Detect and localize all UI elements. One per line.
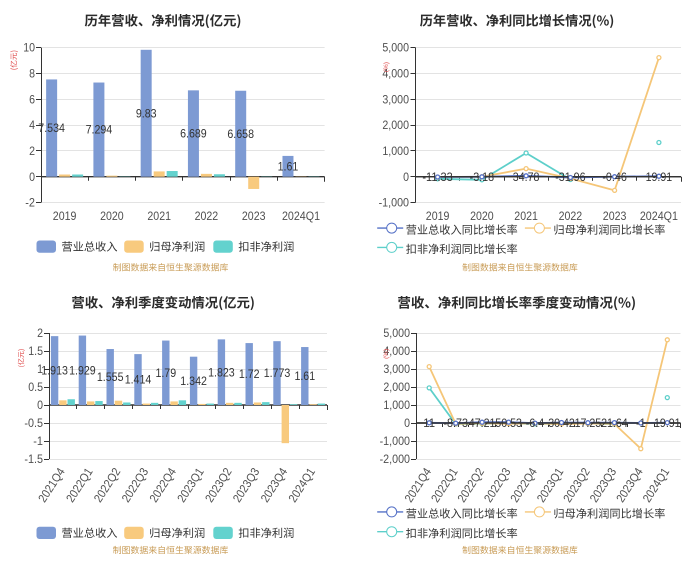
svg-text:-0.46: -0.46 bbox=[602, 170, 627, 184]
svg-text:1.61: 1.61 bbox=[294, 369, 315, 383]
svg-text:-1,000: -1,000 bbox=[380, 434, 411, 448]
svg-text:11: 11 bbox=[423, 416, 435, 430]
svg-text:3,000: 3,000 bbox=[382, 92, 409, 106]
svg-text:-1,000: -1,000 bbox=[379, 196, 410, 210]
svg-text:6.689: 6.689 bbox=[180, 127, 207, 141]
svg-text:-8.73: -8.73 bbox=[443, 416, 468, 430]
svg-text:-11.33: -11.33 bbox=[422, 170, 453, 184]
svg-text:1.913: 1.913 bbox=[41, 364, 68, 378]
svg-text:1,000: 1,000 bbox=[382, 144, 409, 158]
svg-text:2024Q1: 2024Q1 bbox=[640, 209, 678, 223]
svg-text:2: 2 bbox=[37, 326, 43, 340]
svg-text:1.773: 1.773 bbox=[264, 366, 291, 380]
svg-text:1.929: 1.929 bbox=[69, 363, 96, 377]
svg-text:1.79: 1.79 bbox=[155, 366, 176, 380]
svg-text:-2,000: -2,000 bbox=[380, 452, 411, 466]
svg-text:9.83: 9.83 bbox=[136, 106, 157, 120]
svg-text:2024Q1: 2024Q1 bbox=[282, 209, 320, 223]
svg-text:2,000: 2,000 bbox=[382, 118, 409, 132]
svg-text:4,000: 4,000 bbox=[383, 344, 410, 358]
svg-text:6.658: 6.658 bbox=[227, 127, 254, 141]
svg-text:-6.4: -6.4 bbox=[526, 416, 545, 430]
svg-text:4: 4 bbox=[29, 118, 35, 132]
svg-text:17.25: 17.25 bbox=[575, 416, 602, 430]
svg-text:0: 0 bbox=[37, 398, 43, 412]
svg-text:(%): (%) bbox=[383, 62, 390, 72]
svg-text:5,000: 5,000 bbox=[382, 41, 409, 55]
svg-text:2,000: 2,000 bbox=[383, 380, 410, 394]
svg-text:8: 8 bbox=[29, 67, 35, 81]
svg-text:-0.5: -0.5 bbox=[24, 416, 43, 430]
svg-text:1.5: 1.5 bbox=[28, 344, 43, 358]
svg-text:1.555: 1.555 bbox=[97, 370, 124, 384]
svg-text:1,000: 1,000 bbox=[383, 398, 410, 412]
svg-text:-2: -2 bbox=[25, 196, 35, 210]
svg-text:2020: 2020 bbox=[100, 209, 124, 223]
svg-text:30.42: 30.42 bbox=[548, 416, 575, 430]
svg-text:21.64: 21.64 bbox=[601, 416, 628, 430]
svg-text:-1: -1 bbox=[33, 434, 43, 448]
svg-text:2021: 2021 bbox=[147, 209, 171, 223]
svg-text:-3.18: -3.18 bbox=[470, 170, 495, 184]
svg-text:0: 0 bbox=[29, 170, 35, 184]
svg-text:0: 0 bbox=[404, 416, 410, 430]
svg-text:1: 1 bbox=[37, 362, 43, 376]
svg-text:6: 6 bbox=[29, 92, 35, 106]
svg-text:2022: 2022 bbox=[195, 209, 219, 223]
svg-text:-31.96: -31.96 bbox=[555, 170, 586, 184]
svg-text:2019: 2019 bbox=[426, 209, 450, 223]
svg-text:1.823: 1.823 bbox=[208, 365, 235, 379]
svg-text:7.294: 7.294 bbox=[86, 123, 113, 137]
svg-text:1.414: 1.414 bbox=[125, 373, 152, 387]
svg-text:2023: 2023 bbox=[242, 209, 266, 223]
svg-text:10: 10 bbox=[23, 41, 35, 55]
svg-text:1.61: 1.61 bbox=[278, 159, 299, 173]
svg-text:3,000: 3,000 bbox=[383, 362, 410, 376]
svg-text:2019: 2019 bbox=[53, 209, 77, 223]
svg-text:47.21: 47.21 bbox=[469, 416, 496, 430]
svg-text:7.534: 7.534 bbox=[38, 121, 65, 135]
svg-text:(%): (%) bbox=[383, 349, 390, 359]
svg-text:1.72: 1.72 bbox=[239, 367, 260, 381]
svg-text:34.78: 34.78 bbox=[513, 170, 540, 184]
svg-text:2: 2 bbox=[29, 144, 35, 158]
svg-text:1.342: 1.342 bbox=[180, 374, 207, 388]
svg-text:-1.5: -1.5 bbox=[24, 452, 43, 466]
svg-text:0: 0 bbox=[403, 170, 409, 184]
svg-text:2020: 2020 bbox=[470, 209, 494, 223]
svg-text:2021: 2021 bbox=[514, 209, 538, 223]
svg-text:2023: 2023 bbox=[603, 209, 627, 223]
svg-text:0.5: 0.5 bbox=[28, 380, 43, 394]
svg-text:2022: 2022 bbox=[559, 209, 583, 223]
svg-text:19.91: 19.91 bbox=[646, 170, 673, 184]
svg-text:19.91: 19.91 bbox=[654, 416, 681, 430]
svg-text:4,000: 4,000 bbox=[382, 67, 409, 81]
svg-text:5,000: 5,000 bbox=[383, 326, 410, 340]
svg-text:50.53: 50.53 bbox=[495, 416, 522, 430]
svg-text:-1: -1 bbox=[636, 416, 646, 430]
